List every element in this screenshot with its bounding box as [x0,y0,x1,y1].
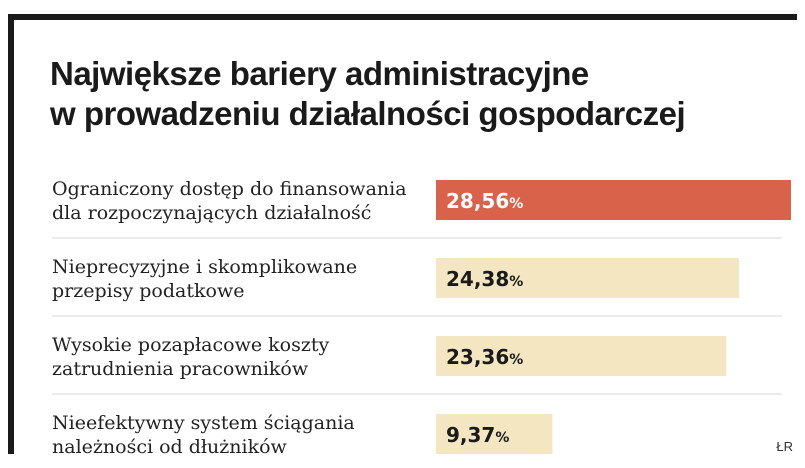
category-label-line: dla rozpoczynających działalność [52,202,371,224]
data-label-unit: % [509,274,523,290]
category-label: Wysokie pozapłacowe koszty zatrudnienia p… [52,334,329,380]
bar [436,258,740,298]
bar [436,414,553,454]
data-label-unit: % [509,352,523,368]
category-label-line: przepisy podatkowe [52,280,244,302]
frame-top-bar [8,14,797,20]
category-label-line: Ograniczony dostęp do finansowania [52,178,407,200]
category-label: Nieprecyzyjne i skomplikowane przepisy po… [52,256,357,302]
data-label-unit: % [495,430,509,446]
bar [436,336,727,376]
bar-row: Nieefektywny system ściągania należności … [52,412,553,458]
data-label: 28,56% [446,189,523,213]
data-label: 23,36% [446,345,523,369]
category-label-line: Wysokie pozapłacowe koszty [52,334,329,356]
category-label: Nieefektywny system ściągania należności … [52,412,355,458]
category-label-line: należności od dłużników [52,436,288,458]
category-label-line: zatrudnienia pracowników [52,358,309,380]
data-label: 9,37% [446,423,509,447]
category-label-line: Nieefektywny system ściągania [52,412,355,434]
data-label-unit: % [509,196,523,212]
data-label-value: 9,37 [446,423,495,447]
bar-row: Ograniczony dostęp do finansowania dla ro… [52,178,791,239]
bar [436,180,791,220]
bar-row: Wysokie pozapłacowe koszty zatrudnienia p… [52,334,782,395]
data-label-value: 23,36 [446,345,509,369]
data-label-value: 24,38 [446,267,509,291]
data-label-value: 28,56 [446,189,509,213]
source-credit: ŁR [776,439,793,454]
bar-row: Nieprecyzyjne i skomplikowane przepisy po… [52,256,782,317]
category-label-line: Nieprecyzyjne i skomplikowane [52,256,357,278]
chart-title-line-1: Największe bariery administracyjne [50,55,589,92]
data-label: 24,38% [446,267,523,291]
chart-title-line-2: w prowadzeniu działalności gospodarczej [50,95,686,132]
chart-title: Największe bariery administracyjne w pro… [50,54,790,134]
frame-left-bar [8,14,14,454]
category-label: Ograniczony dostęp do finansowania dla ro… [52,178,407,224]
